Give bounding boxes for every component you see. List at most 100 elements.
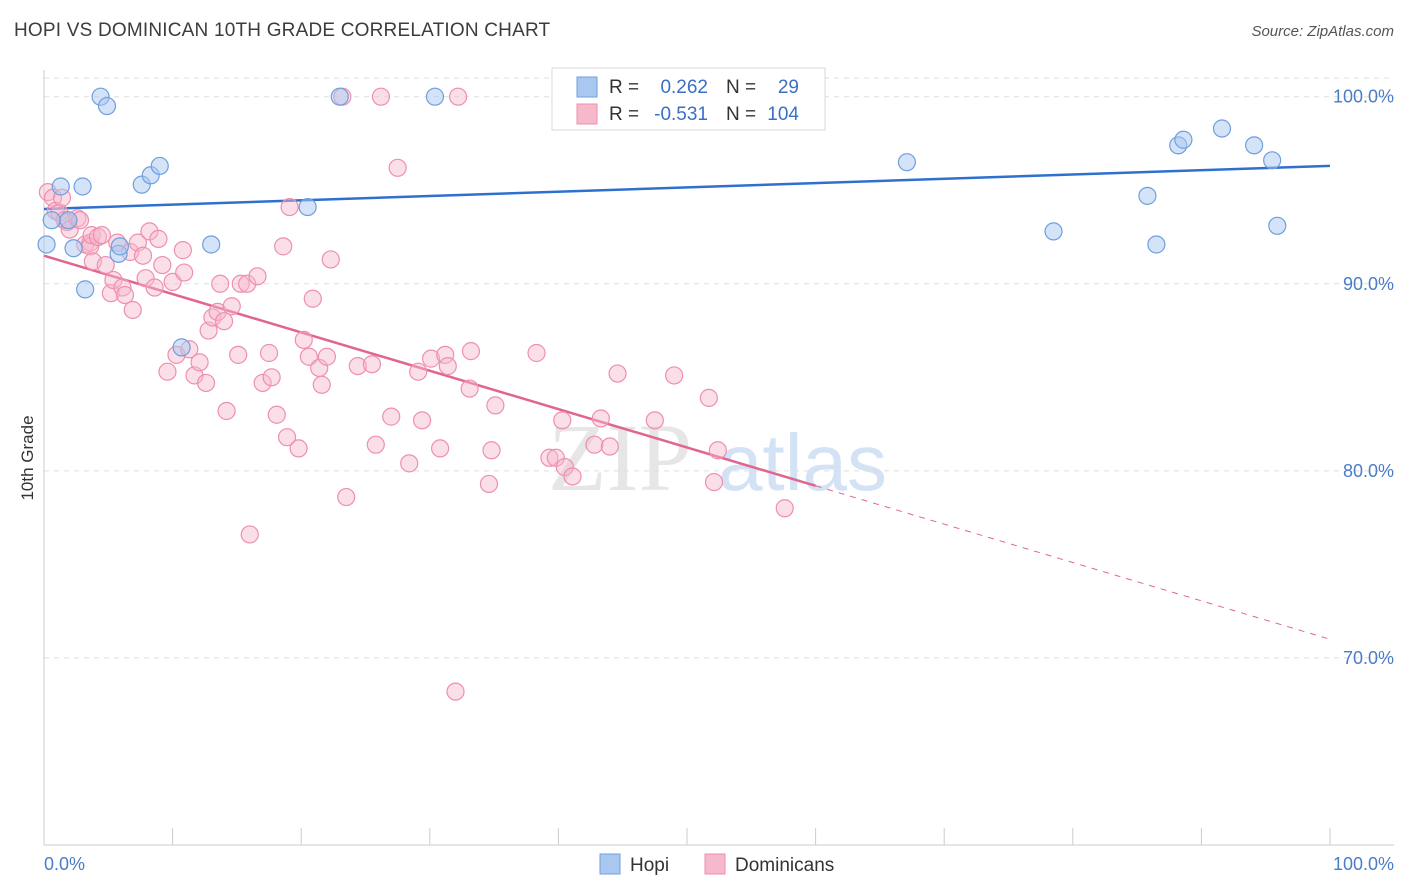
dominicans-point xyxy=(196,373,216,393)
dominicans-point xyxy=(563,467,582,486)
dominicans-point xyxy=(699,388,718,407)
dominicans-point xyxy=(388,158,407,177)
dominicans-point xyxy=(400,454,419,473)
dominicans-point xyxy=(421,349,441,368)
hopi-point xyxy=(1263,151,1282,170)
dominicans-point xyxy=(259,343,279,363)
hopi-point xyxy=(1147,235,1166,254)
dominicans-point xyxy=(486,396,505,415)
dominicans-point xyxy=(460,379,479,398)
dominicans-point xyxy=(645,411,664,430)
dominicans-point xyxy=(366,435,385,454)
legend-hopi-swatch xyxy=(576,76,598,98)
dominicans-point xyxy=(704,472,724,492)
x-ticks xyxy=(172,828,1331,845)
dominicans-point xyxy=(555,458,574,477)
legend-box: R = 0.262 N = 29 R = -0.531 N = 104 xyxy=(551,67,826,131)
dominicans-point xyxy=(133,246,153,265)
legend-dom-r-label: R = xyxy=(609,104,639,125)
hopi-point xyxy=(150,156,169,176)
dominicans-point xyxy=(430,439,450,458)
dominicans-point xyxy=(482,441,501,460)
dominicans-point xyxy=(190,353,209,372)
dominicans-point xyxy=(312,375,331,394)
dominicans-point xyxy=(113,278,132,297)
dominicans-point xyxy=(362,355,382,374)
y-tick-labels: 100.0% 90.0% 80.0% 70.0% xyxy=(1333,87,1394,668)
dominicans-point xyxy=(436,345,455,364)
hopi-points xyxy=(37,87,1287,357)
dominicans-point xyxy=(289,439,308,458)
gridlines xyxy=(44,77,1394,659)
dominicans-point xyxy=(303,289,322,308)
hopi-point xyxy=(425,87,445,106)
dominicans-point xyxy=(203,308,222,327)
dominicans-point xyxy=(222,297,241,316)
dominicans-point xyxy=(115,285,135,305)
dominicans-point xyxy=(262,368,281,387)
dominicans-point xyxy=(231,274,250,293)
legend-hopi-n-value: 29 xyxy=(778,77,799,98)
dominicans-points xyxy=(38,87,794,701)
dominicans-point xyxy=(294,330,313,350)
hopi-point xyxy=(51,177,70,196)
legend-hopi-n-label: N = xyxy=(726,77,756,98)
dominicans-point xyxy=(229,345,248,364)
dominicans-point xyxy=(412,411,432,430)
dominicans-point xyxy=(553,411,572,430)
dominicans-point xyxy=(277,428,297,447)
hopi-point xyxy=(1268,216,1287,235)
hopi-point xyxy=(1245,136,1264,155)
dominicans-trendline xyxy=(43,254,816,488)
dominicans-point xyxy=(158,362,177,381)
hopi-point xyxy=(1174,130,1193,149)
dominicans-point xyxy=(267,405,286,424)
x-tick-label-max: 100.0% xyxy=(1333,854,1394,874)
hopi-point xyxy=(73,177,92,196)
chart-title: HOPI VS DOMINICAN 10TH GRADE CORRELATION… xyxy=(14,20,551,41)
dominicans-point xyxy=(708,441,727,460)
dominicans-point xyxy=(461,342,481,361)
bottom-legend-hopi-label: Hopi xyxy=(630,855,669,876)
y-tick-label: 80.0% xyxy=(1343,461,1394,481)
dominicans-point xyxy=(382,407,401,426)
dominicans-point xyxy=(274,237,293,256)
bottom-legend-dom-label: Dominicans xyxy=(735,855,834,876)
hopi-point xyxy=(37,235,56,254)
dominicans-point xyxy=(153,255,172,275)
legend-hopi-r-label: R = xyxy=(609,77,639,98)
dominicans-point xyxy=(214,312,234,331)
watermark-atlas: atlas xyxy=(718,418,887,507)
dominicans-point xyxy=(348,356,367,376)
hopi-point xyxy=(110,237,129,256)
watermark-zip: ZIP xyxy=(548,404,692,511)
hopi-point xyxy=(64,239,83,258)
y-axis-label: 10th Grade xyxy=(18,415,37,500)
legend-dom-n-value: 104 xyxy=(767,104,799,125)
dominicans-point xyxy=(173,241,192,260)
dominicans-point xyxy=(438,356,457,376)
dominicans-point xyxy=(591,409,610,428)
dominicans-point xyxy=(337,487,356,507)
y-tick-label: 90.0% xyxy=(1343,274,1394,294)
dominicans-point xyxy=(448,87,468,106)
hopi-point xyxy=(1212,119,1232,138)
dominicans-point xyxy=(527,343,546,363)
dominicans-point xyxy=(479,474,499,494)
dominicans-point xyxy=(321,250,340,269)
trendlines xyxy=(43,164,1331,640)
dominicans-point xyxy=(82,226,101,245)
dominicans-point xyxy=(371,87,391,106)
hopi-trendline xyxy=(43,164,1331,211)
dominicans-point xyxy=(240,525,259,544)
legend-dom-n-label: N = xyxy=(726,104,756,125)
dominicans-point xyxy=(149,229,168,248)
hopi-point xyxy=(59,211,78,230)
hopi-point xyxy=(172,338,191,357)
dominicans-point xyxy=(217,401,236,421)
bottom-legend-hopi-swatch xyxy=(599,853,621,875)
dominicans-point xyxy=(775,499,794,518)
hopi-point xyxy=(76,280,95,299)
dominicans-point xyxy=(280,197,299,217)
